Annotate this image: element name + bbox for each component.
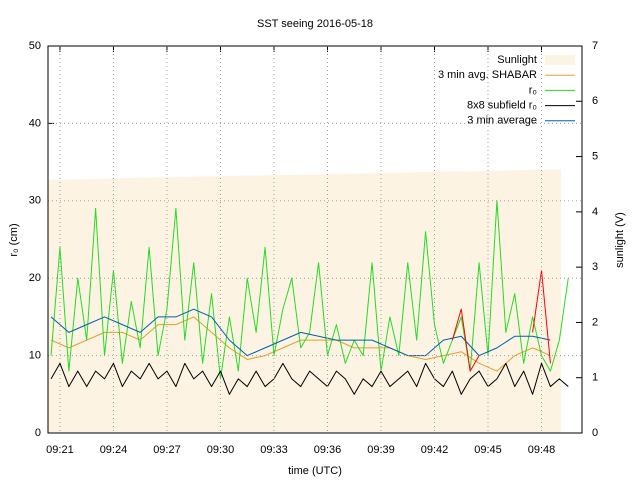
y2-tick-label: 4 [592,206,598,218]
y-tick-label: 10 [29,350,41,362]
x-axis-label: time (UTC) [288,465,342,477]
legend-label: r₀ [529,84,537,96]
x-tick-label: 09:24 [100,444,128,456]
x-tick-label: 09:30 [207,444,235,456]
y-axis-label: r₀ (cm) [8,223,20,256]
y-tick-label: 0 [35,427,41,439]
y2-tick-label: 3 [592,261,598,273]
y2-tick-label: 6 [592,95,598,107]
y2-tick-label: 2 [592,316,598,328]
legend-swatch [545,55,575,65]
y2-axis-label: sunlight (V) [614,212,626,268]
sunlight-area [48,169,562,433]
y-tick-label: 40 [29,117,41,129]
x-tick-label: 09:27 [153,444,181,456]
y2-tick-label: 0 [592,427,598,439]
y2-tick-label: 1 [592,372,598,384]
y2-tick-label: 7 [592,40,598,52]
y2-tick-label: 5 [592,150,598,162]
series-line [50,308,551,357]
y-tick-label: 30 [29,195,41,207]
series-line [50,200,569,380]
x-tick-label: 09:42 [421,444,449,456]
legend-label: 3 min average [467,115,537,127]
chart-title: SST seeing 2016-05-18 [257,18,373,30]
x-tick-label: 09:45 [474,444,502,456]
y-tick-label: 20 [29,272,41,284]
legend-label: Sunlight [497,54,537,66]
y-tick-label: 50 [29,40,41,52]
x-tick-label: 09:39 [367,444,395,456]
series-line [50,362,569,395]
legend-label: 3 min avg. SHABAR [438,69,537,81]
legend-label: 8x8 subfield r₀ [467,100,537,112]
plot-data [48,169,569,433]
plot-frame [47,45,583,434]
x-tick-label: 09:36 [314,444,342,456]
x-tick-label: 09:21 [46,444,74,456]
x-tick-label: 09:33 [260,444,288,456]
x-tick-label: 09:48 [528,444,556,456]
